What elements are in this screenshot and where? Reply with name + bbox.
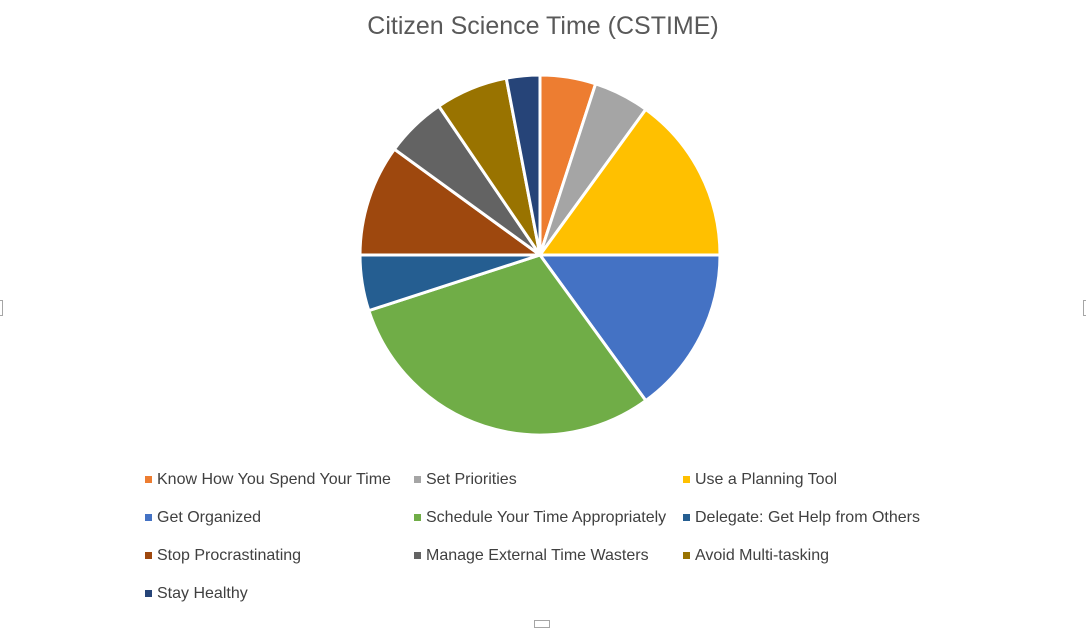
legend-entry-8: Avoid Multi-tasking: [683, 546, 945, 565]
legend-entry-3: Get Organized: [145, 508, 414, 527]
legend-label-5: Delegate: Get Help from Others: [695, 508, 920, 526]
legend-entry-4: Schedule Your Time Appropriately: [414, 508, 683, 527]
pie-slice-2: [538, 107, 722, 257]
pie-slice-9: [504, 73, 542, 257]
pie-slice-3: [538, 253, 722, 403]
bottom-resize-handle[interactable]: [534, 620, 550, 628]
left-resize-handle[interactable]: [0, 300, 3, 316]
legend-swatch-3: [145, 514, 152, 521]
legend-entry-9: Stay Healthy: [145, 584, 414, 603]
legend-label-2: Use a Planning Tool: [695, 470, 838, 488]
chart-title: Citizen Science Time (CSTIME): [367, 12, 719, 40]
legend-swatch-6: [145, 552, 152, 559]
pie-slice-4: [367, 253, 648, 437]
legend-swatch-1: [414, 476, 421, 483]
legend-entry-2: Use a Planning Tool: [683, 470, 945, 489]
legend-entry-6: Stop Procrastinating: [145, 546, 414, 565]
legend-swatch-0: [145, 476, 152, 483]
legend-swatch-9: [145, 590, 152, 597]
legend-label-9: Stay Healthy: [157, 584, 248, 602]
legend-label-0: Know How You Spend Your Time: [157, 470, 391, 488]
legend-swatch-4: [414, 514, 421, 521]
legend-swatch-5: [683, 514, 690, 521]
legend-label-7: Manage External Time Wasters: [426, 546, 649, 564]
chart-legend: Know How You Spend Your Time Set Prioriti…: [145, 470, 945, 603]
legend-swatch-2: [683, 476, 690, 483]
legend-entry-0: Know How You Spend Your Time: [145, 470, 414, 489]
right-resize-handle[interactable]: [1083, 300, 1086, 316]
legend-label-1: Set Priorities: [426, 470, 517, 488]
legend-label-3: Get Organized: [157, 508, 262, 526]
legend-label-8: Avoid Multi-tasking: [695, 546, 829, 564]
legend-label-4: Schedule Your Time Appropriately: [426, 508, 667, 526]
legend-entry-7: Manage External Time Wasters: [414, 546, 683, 565]
legend-swatch-8: [683, 552, 690, 559]
legend-label-6: Stop Procrastinating: [157, 546, 302, 564]
legend-entry-5: Delegate: Get Help from Others: [683, 508, 945, 527]
legend-swatch-7: [414, 552, 421, 559]
legend-entry-1: Set Priorities: [414, 470, 683, 489]
pie-slice-6: [358, 147, 542, 257]
